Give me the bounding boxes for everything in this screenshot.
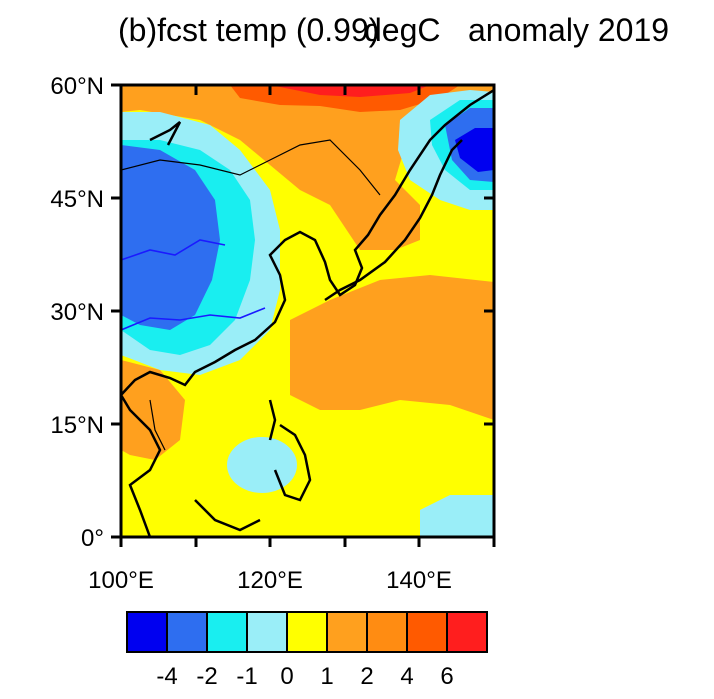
lon-label-120: 120°E [237,567,303,594]
cool-patch-southeast [420,495,494,537]
colorbar-label: 0 [280,663,293,690]
lon-ticks [119,85,496,547]
colorbar-swatch [206,611,248,653]
borders [121,139,381,451]
title-suffix: anomaly 2019 [468,12,670,48]
anomaly-field [121,85,494,537]
colorbar-label: -1 [236,663,257,690]
title-overlap: degC [364,12,441,48]
philippine-islands [273,423,312,502]
lat-label-15: 15°N [50,412,104,439]
country-border-indochina [149,399,166,451]
lat-label-30: 30°N [50,299,104,326]
lake-baikal [149,121,182,146]
warm-area-indochina [121,360,185,460]
lon-label-100: 100°E [88,567,154,594]
cool-patch-south-china-sea [227,437,297,493]
country-border-north [121,139,381,196]
lat-label-45: 45°N [50,186,104,213]
borneo-coast [194,499,261,532]
lat-label-0: 0° [81,525,104,552]
colorbar-swatch [126,611,168,653]
japan-coastline [324,139,463,302]
colorbar-swatch [286,611,328,653]
colorbar-swatch [326,611,368,653]
philippine-west-coast [268,399,277,441]
lat-ticks [111,83,494,539]
colorbar-label: -4 [156,663,177,690]
colorbar-swatch [406,611,448,653]
lon-label-140: 140°E [386,567,452,594]
colorbar-label: 6 [440,663,453,690]
colorbar-label: 2 [360,663,373,690]
lat-labels: 60°N 45°N 30°N 15°N 0° [50,73,104,552]
colorbar-label: -2 [196,663,217,690]
lon-labels: 100°E 120°E 140°E [88,567,452,594]
colorbar-swatch [246,611,288,653]
hot-core-north [270,85,430,97]
warm-area-pacific [290,275,494,420]
coldest-area-northeast [455,128,494,172]
lat-label-60: 60°N [50,73,104,100]
colorbar-swatch [446,611,488,653]
river-yangtze [121,307,266,331]
colorbar [126,611,488,653]
coastlines [121,88,494,537]
cold-area-west [121,145,220,330]
river-huang-he [121,239,226,261]
title-main: (b)fcst temp (0.99) [118,12,380,48]
colorbar-swatch [366,611,408,653]
colorbar-label: 1 [320,663,333,690]
colorbar-labels: -4 -2 -1 0 1 2 4 6 [156,663,453,690]
colorbar-swatch [166,611,208,653]
indochina-coastline [121,394,162,537]
mainland-coastline [121,88,494,396]
colorbar-label: 4 [400,663,413,690]
